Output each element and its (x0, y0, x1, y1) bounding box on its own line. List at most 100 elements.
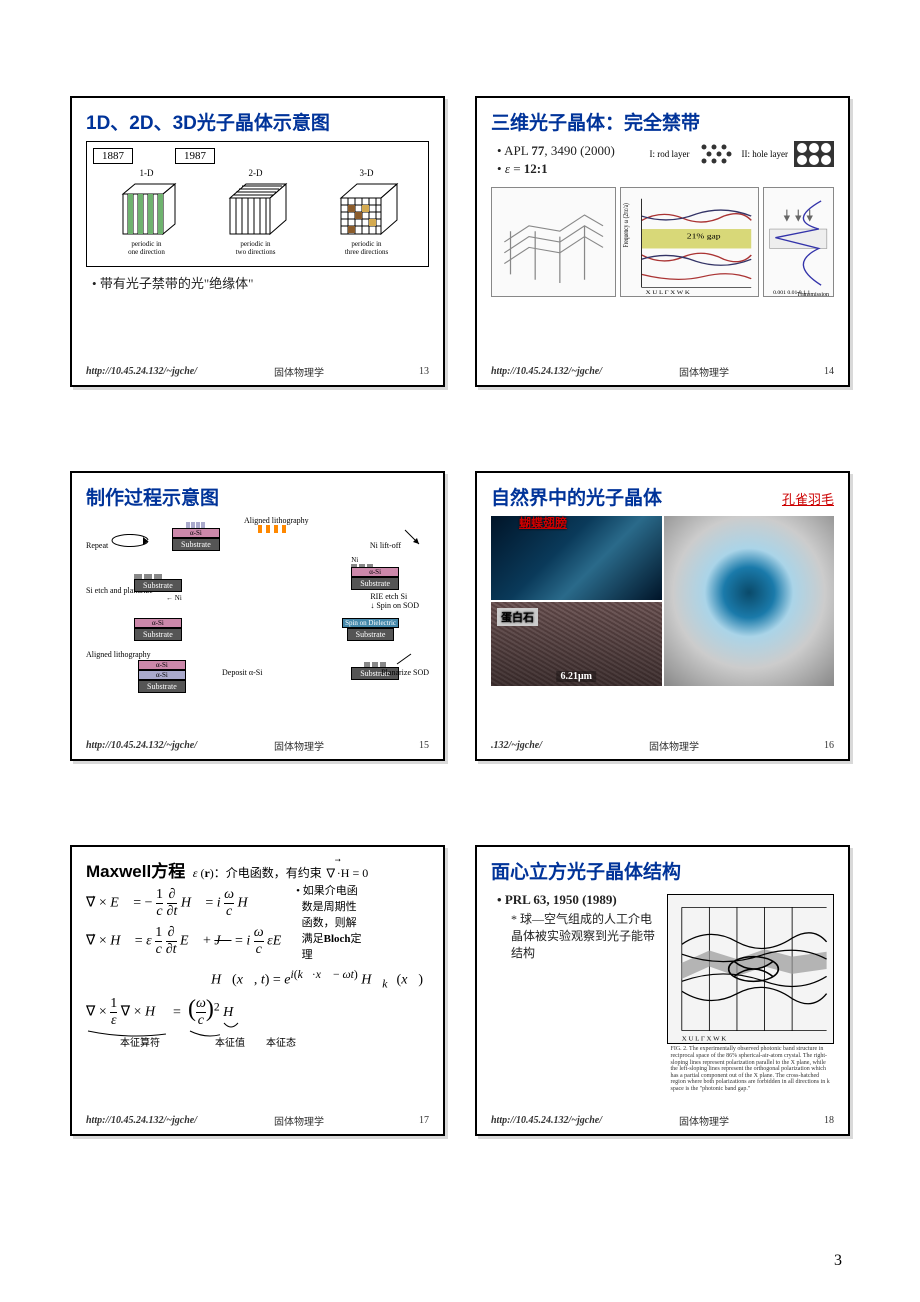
slide-number: 15 (401, 740, 429, 751)
slide-footer: .132/~jgche/ 固体物理学 16 (491, 738, 834, 753)
year-1987: 1987 (175, 148, 215, 164)
transmission-chart: 0.001 0.01 0.1 1 Transmission (763, 187, 834, 297)
band-diagram: X U L Γ X W K (667, 894, 835, 1044)
scale-bar: 6.21μm (557, 671, 597, 682)
footer-url: http://10.45.24.132/~jgche/ (86, 366, 197, 377)
asi-label-2: α-Si (351, 567, 399, 577)
slide-number: 13 (401, 366, 429, 377)
rie-label: RIE etch Si (370, 592, 419, 601)
opal-image: 蛋白石 6.21μm (491, 602, 662, 686)
aligned-lith-2: Aligned lithography (86, 650, 151, 659)
substrate-label: Substrate (172, 538, 220, 551)
substrate-5: Substrate (347, 628, 395, 641)
substrate-2: Substrate (351, 577, 399, 590)
eq-eigen: ∇ × 1ε ∇ × H⃗ = (ωc)2 H⃗ (86, 996, 429, 1029)
cube-3d-icon (335, 182, 399, 238)
cube-1d-icon (117, 182, 177, 238)
footer-course: 固体物理学 (602, 1113, 806, 1128)
slide-body: 蝴蝶翅膀 蛋白石 6.21μm (491, 516, 834, 737)
diagram-box: 1887 1987 1-D (86, 141, 429, 267)
asi-3: α-Si (134, 618, 182, 628)
bullet-eps: ε = 12:1 (497, 161, 642, 177)
slide-16: 自然界中的光子晶体 孔雀羽毛 蝴蝶翅膀 蛋白石 6.21μm .132/~jgc… (475, 471, 850, 762)
slide-18: 面心立方光子晶体结构 PRL 63, 1950 (1989) 球—空气组成的人工… (475, 845, 850, 1136)
footer-url: http://10.45.24.132/~jgche/ (86, 1115, 197, 1126)
substrate-3: Substrate (134, 579, 182, 592)
slide-footer: http://10.45.24.132/~jgche/ 固体物理学 18 (491, 1113, 834, 1128)
repeat-arrow-icon (110, 534, 150, 548)
side-text: • 如果介电函 数是周期性 函数，则解 满足Bloch定 理 (292, 882, 429, 963)
label-1d: 1-D (140, 168, 154, 178)
svg-text:X U L Γ X: X U L Γ X W K (681, 1036, 726, 1043)
footer-course: 固体物理学 (197, 738, 401, 753)
transmission-label: Transmission (797, 292, 829, 298)
ni-label: Ni (351, 556, 399, 564)
footer-url: http://10.45.24.132/~jgche/ (86, 740, 197, 751)
ni-liftoff-label: Ni lift-off (370, 541, 401, 550)
cube-2d-icon (224, 182, 288, 238)
slide-footer: http://10.45.24.132/~jgche/ 固体物理学 13 (86, 364, 429, 379)
svg-text:Frequency ω (2πc/a): Frequency ω (2πc/a) (623, 203, 631, 247)
bullet-apl: APL 77, 3490 (2000) (497, 143, 642, 159)
slide-title: 面心立方光子晶体结构 (491, 857, 834, 884)
subbullet-desc: 球—空气组成的人工介电晶体被实验观察到光子能带结构 (511, 910, 659, 961)
slide-body: ∇⃗ × E⃗ = − 1c ∂∂t H⃗ = i ωc H⃗ ∇⃗ × H⃗ … (86, 882, 429, 1111)
butterfly-label: 蝴蝶翅膀 (519, 514, 567, 531)
rod-layer-label: I: rod layer (650, 149, 690, 159)
slide-number: 18 (806, 1115, 834, 1126)
slide-body: 1887 1987 1-D (86, 141, 429, 362)
structure-3d-icon (491, 187, 616, 297)
slide-14: 三维光子晶体：完全禁带 APL 77, 3490 (2000) ε = 12:1… (475, 96, 850, 387)
slide-number: 14 (806, 366, 834, 377)
eq-curl-h: ∇⃗ × H⃗ = ε 1c ∂∂t E⃗ + J⃗ = i ωc εE⃗ (86, 925, 292, 958)
slide-footer: http://10.45.24.132/~jgche/ 固体物理学 15 (86, 738, 429, 753)
slide-title: 制作过程示意图 (86, 483, 429, 510)
ni-label-2: Ni (175, 594, 182, 602)
svg-text:X U L Γ X W K: X U L Γ X W K (646, 290, 691, 295)
maxwell-title: Maxwell方程 (86, 862, 185, 881)
opal-label: 蛋白石 (497, 608, 538, 626)
footer-url: http://10.45.24.132/~jgche/ (491, 366, 602, 377)
label-3d: 3-D (360, 168, 374, 178)
figure-caption: FIG. 2. The experimentally observed phot… (667, 1044, 835, 1094)
year-1887: 1887 (93, 148, 133, 164)
label-repeat: Repeat (86, 541, 108, 550)
slide-title: 1D、2D、3D光子晶体示意图 (86, 108, 429, 135)
cap-3d-b: three directions (345, 248, 388, 256)
spin-diel-label: Spin on Dielectric (342, 618, 399, 628)
eq-curl-e: ∇⃗ × E⃗ = − 1c ∂∂t H⃗ = i ωc H⃗ (86, 887, 292, 920)
slide-footer: http://10.45.24.132/~jgche/ 固体物理学 17 (86, 1113, 429, 1128)
footer-url: http://10.45.24.132/~jgche/ (491, 1115, 602, 1126)
footer-url-short: .132/~jgche/ (491, 740, 542, 751)
slide-title: 自然界中的光子晶体 (491, 483, 662, 510)
spin-sod-label: Spin on SOD (376, 601, 419, 610)
slide-15: 制作过程示意图 Repeat α-Si Substrate Aligned li… (70, 471, 445, 762)
asi-4: α-Si (138, 660, 186, 670)
asi-label: α-Si (172, 528, 220, 538)
planarize-sod-label: Planarize SOD (381, 668, 429, 677)
slide-number: 16 (806, 740, 834, 751)
substrate-4: Substrate (134, 628, 182, 641)
eq-bloch: H⃗(x⃗, t) = ei(k⃗·x⃗ − ωt) H⃗k⃗(x⃗) (86, 968, 423, 990)
bullet-prl: PRL 63, 1950 (1989) (497, 892, 659, 908)
rod-layer-icon (696, 141, 736, 167)
hole-layer-label: II: hole layer (742, 149, 788, 159)
footer-course: 固体物理学 (197, 1113, 401, 1128)
bullet-insulator: 带有光子禁带的光"绝缘体" (92, 273, 429, 292)
page-number: 3 (834, 1252, 842, 1270)
substrate-6: Substrate (138, 680, 186, 693)
cap-2d-b: two directions (236, 248, 276, 256)
slide-13: 1D、2D、3D光子晶体示意图 1887 1987 1-D (70, 96, 445, 387)
slide-body: PRL 63, 1950 (1989) 球—空气组成的人工介电晶体被实验观察到光… (491, 890, 834, 1111)
aligned-lith-label: Aligned lithography (244, 516, 309, 525)
slide-title: 三维光子晶体：完全禁带 (491, 108, 834, 135)
slide-footer: http://10.45.24.132/~jgche/ 固体物理学 14 (491, 364, 834, 379)
fabrication-diagram: Repeat α-Si Substrate Aligned lithograph… (86, 516, 429, 737)
slide-17: Maxwell方程 ε (r)：介电函数，有约束 ∇·H⃗ = 0 ∇⃗ × E… (70, 845, 445, 1136)
svg-text:21% gap: 21% gap (687, 232, 721, 241)
label-2d: 2-D (249, 168, 263, 178)
butterfly-image: 蝴蝶翅膀 (491, 516, 662, 600)
footer-course: 固体物理学 (197, 364, 401, 379)
cap-1d-b: one direction (128, 248, 165, 256)
hole-layer-icon (794, 141, 834, 167)
